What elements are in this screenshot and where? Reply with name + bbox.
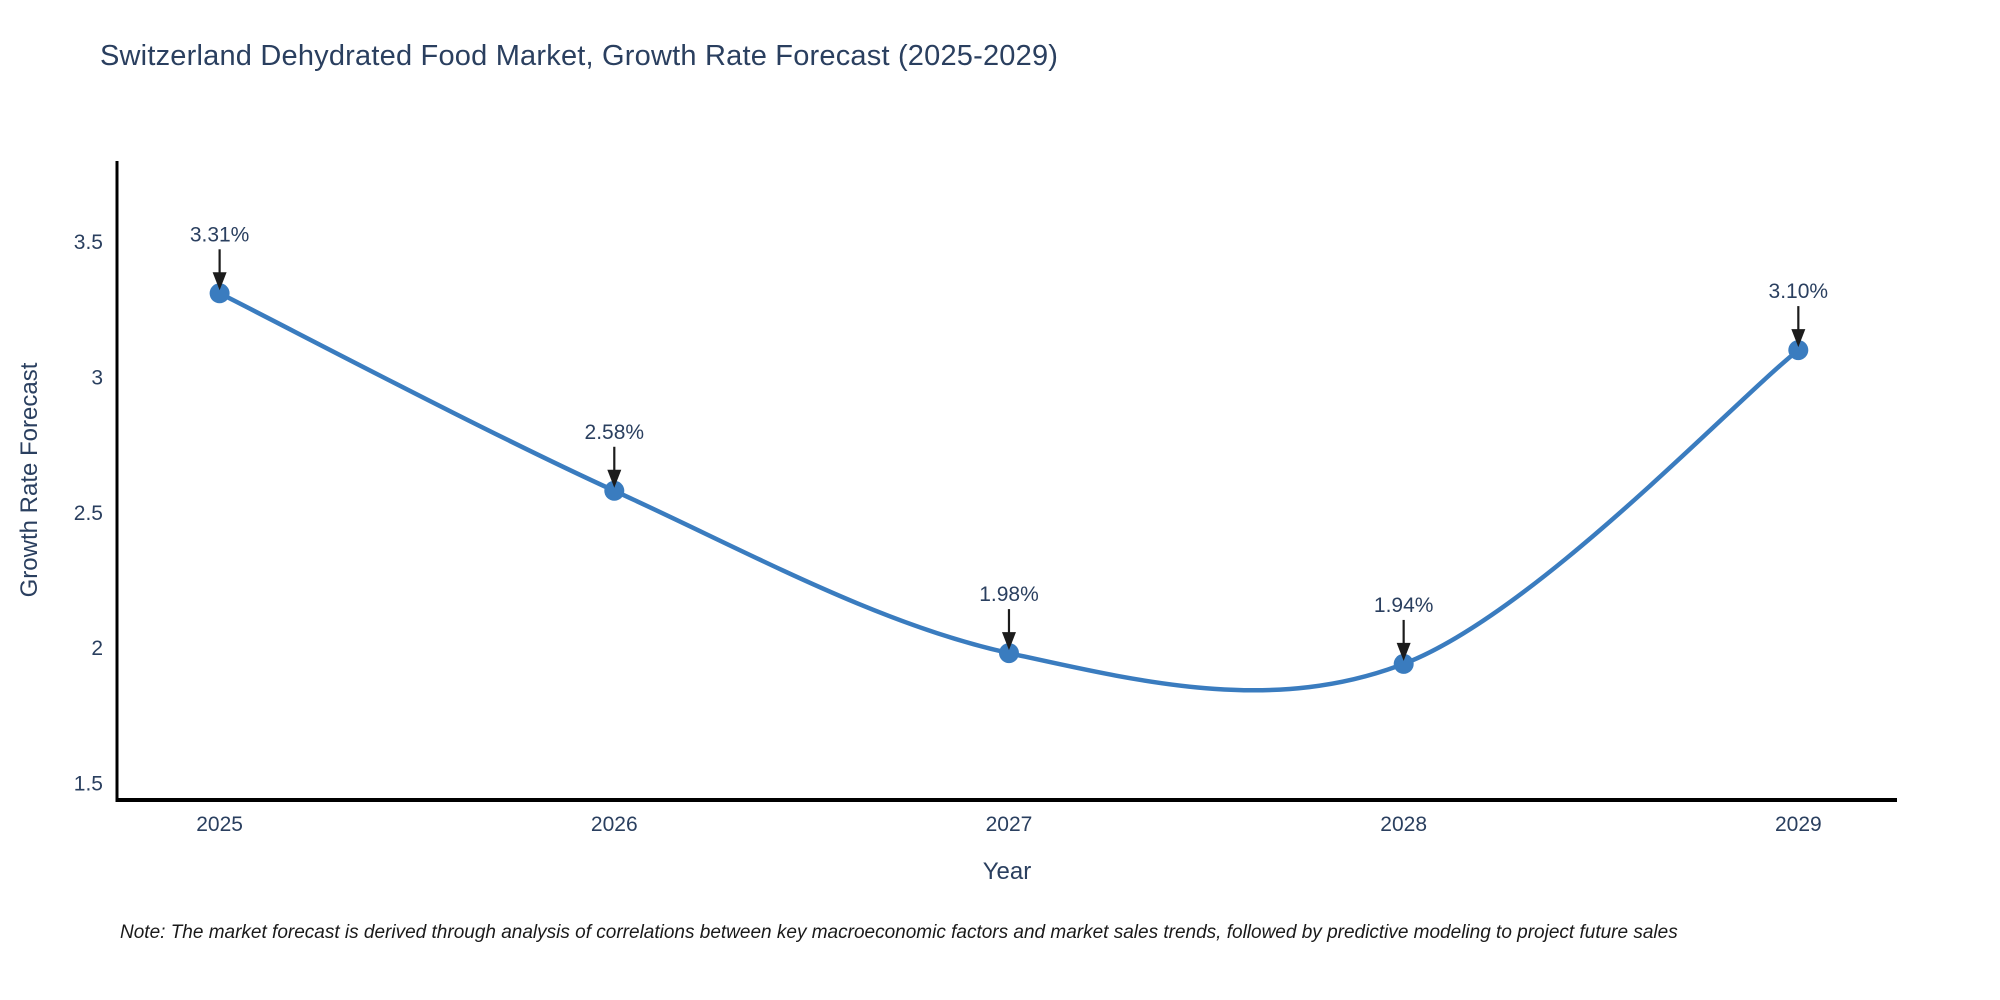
annotation-label: 3.31% [190,223,250,246]
y-tick-label: 2 [91,637,103,660]
annotation-arrowhead [1396,642,1411,661]
data-point-marker[interactable] [999,643,1019,664]
data-point-marker[interactable] [209,283,230,304]
annotation-arrowhead [1791,329,1806,348]
x-axis-title: Year [982,858,1032,885]
data-point-marker[interactable] [604,480,625,501]
y-tick-label: 3 [91,367,103,390]
data-point-marker[interactable] [1393,653,1414,674]
y-axis-title: Growth Rate Forecast [16,362,43,598]
x-tick-label: 2029 [1775,813,1822,836]
chart-title: Switzerland Dehydrated Food Market, Grow… [100,40,1059,72]
data-point-marker[interactable] [1788,340,1809,361]
annotation-label: 1.94% [1374,594,1434,617]
x-tick-label: 2026 [591,813,638,836]
x-tick-label: 2025 [196,813,243,836]
footnote: Note: The market forecast is derived thr… [120,922,1678,943]
x-tick-label: 2027 [986,813,1033,836]
y-tick-label: 1.5 [74,772,103,795]
x-tick-label: 2028 [1380,813,1427,836]
y-tick-label: 3.5 [74,231,103,254]
annotation-label: 2.58% [585,421,645,444]
annotation-arrowhead [212,272,227,291]
annotation-label: 3.10% [1769,280,1829,303]
annotation-label: 1.98% [979,583,1039,606]
annotation-arrowhead [1001,632,1016,651]
y-tick-label: 2.5 [74,502,103,525]
annotation-arrowhead [607,469,622,488]
